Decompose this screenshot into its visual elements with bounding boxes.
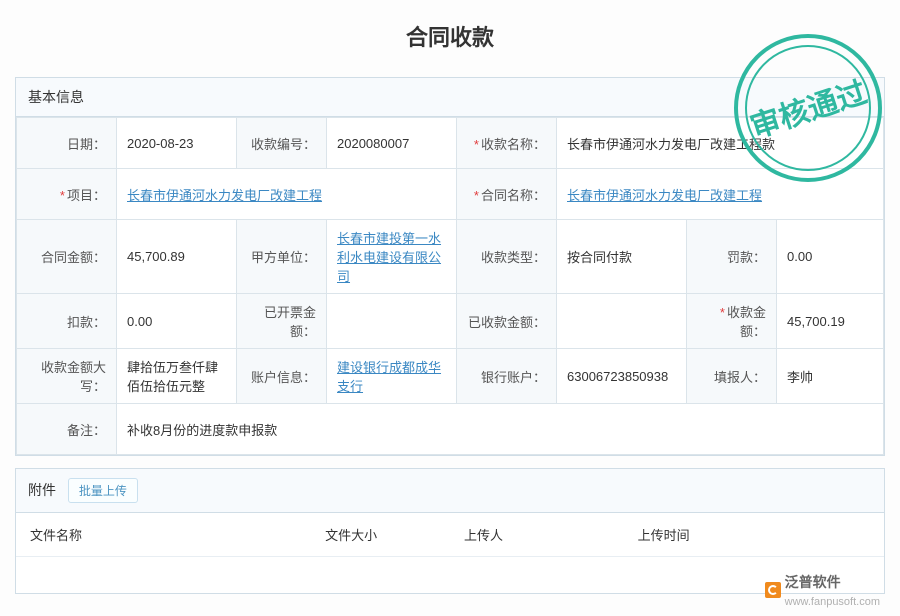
- value-receipt-amount: 45,700.19: [777, 294, 884, 349]
- brand-name: 泛普软件: [785, 574, 841, 590]
- label-project: *项目：: [17, 169, 117, 220]
- value-receipt-name: 长春市伊通河水力发电厂改建工程款: [557, 118, 884, 169]
- label-filler: 填报人：: [687, 349, 777, 404]
- label-receipt-name: *收款名称：: [457, 118, 557, 169]
- page-title: 合同收款: [15, 20, 885, 52]
- label-receipt-type: 收款类型：: [457, 220, 557, 294]
- label-date: 日期：: [17, 118, 117, 169]
- label-bank-account: 银行账户：: [457, 349, 557, 404]
- label-receipt-no: 收款编号：: [237, 118, 327, 169]
- contract-link[interactable]: 长春市伊通河水力发电厂改建工程: [567, 188, 762, 203]
- label-contract-amount: 合同金额：: [17, 220, 117, 294]
- value-date: 2020-08-23: [117, 118, 237, 169]
- value-receipt-type: 按合同付款: [557, 220, 687, 294]
- value-project: 长春市伊通河水力发电厂改建工程: [117, 169, 457, 220]
- project-link[interactable]: 长春市伊通河水力发电厂改建工程: [127, 188, 322, 203]
- attachments-header: 附件 批量上传: [16, 469, 884, 513]
- col-uploader: 上传人: [450, 513, 624, 557]
- label-account-info: 账户信息：: [237, 349, 327, 404]
- col-filesize: 文件大小: [311, 513, 450, 557]
- value-bank-account: 63006723850938: [557, 349, 687, 404]
- value-deduction: 0.00: [117, 294, 237, 349]
- value-penalty: 0.00: [777, 220, 884, 294]
- value-invoiced: [327, 294, 457, 349]
- basic-info-header: 基本信息: [16, 78, 884, 117]
- bulk-upload-button[interactable]: 批量上传: [68, 478, 138, 503]
- value-receipt-no: 2020080007: [327, 118, 457, 169]
- label-receipt-amount: *收款金额：: [687, 294, 777, 349]
- label-remark: 备注：: [17, 404, 117, 455]
- col-uploadtime: 上传时间: [624, 513, 884, 557]
- basic-info-panel: 基本信息 日期： 2020-08-23 收款编号： 2020080007 *收款…: [15, 77, 885, 456]
- brand-url: www.fanpusoft.com: [785, 596, 880, 608]
- account-info-link[interactable]: 建设银行成都成华支行: [337, 360, 441, 394]
- value-contract-name: 长春市伊通河水力发电厂改建工程: [557, 169, 884, 220]
- label-contract-name: *合同名称：: [457, 169, 557, 220]
- attachments-table: 文件名称 文件大小 上传人 上传时间: [16, 513, 884, 593]
- label-amount-cn: 收款金额大写：: [17, 349, 117, 404]
- party-a-link[interactable]: 长春市建投第一水利水电建设有限公司: [337, 231, 441, 284]
- brand-logo: 泛普软件 www.fanpusoft.com: [765, 572, 880, 608]
- value-filler: 李帅: [777, 349, 884, 404]
- table-row: [16, 557, 884, 594]
- col-filename: 文件名称: [16, 513, 311, 557]
- label-penalty: 罚款：: [687, 220, 777, 294]
- attachments-header-label: 附件: [28, 482, 56, 498]
- basic-info-table: 日期： 2020-08-23 收款编号： 2020080007 *收款名称： 长…: [16, 117, 884, 455]
- label-received: 已收款金额：: [457, 294, 557, 349]
- value-party-a: 长春市建投第一水利水电建设有限公司: [327, 220, 457, 294]
- label-invoiced: 已开票金额：: [237, 294, 327, 349]
- value-amount-cn: 肆拾伍万叁仟肆佰伍拾伍元整: [117, 349, 237, 404]
- value-received: [557, 294, 687, 349]
- value-contract-amount: 45,700.89: [117, 220, 237, 294]
- attachments-panel: 附件 批量上传 文件名称 文件大小 上传人 上传时间: [15, 468, 885, 594]
- value-account-info: 建设银行成都成华支行: [327, 349, 457, 404]
- value-remark: 补收8月份的进度款申报款: [117, 404, 884, 455]
- brand-icon: [765, 582, 781, 598]
- label-party-a: 甲方单位：: [237, 220, 327, 294]
- label-deduction: 扣款：: [17, 294, 117, 349]
